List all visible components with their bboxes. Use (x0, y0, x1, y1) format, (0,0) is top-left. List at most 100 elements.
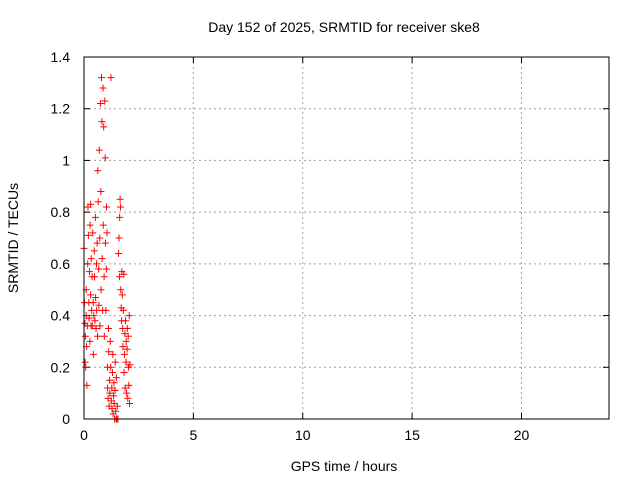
data-point (90, 247, 98, 255)
data-point (85, 268, 93, 276)
data-point (98, 255, 106, 263)
data-point (121, 384, 129, 392)
data-point (97, 187, 105, 195)
data-points (80, 74, 134, 423)
data-point (100, 332, 108, 340)
data-point (94, 198, 102, 206)
data-point (91, 273, 98, 281)
data-point (123, 389, 131, 397)
data-point (120, 270, 128, 278)
data-point (92, 293, 100, 301)
y-tick-label: 0.8 (51, 204, 71, 220)
data-point (108, 405, 116, 413)
data-point (123, 325, 131, 332)
data-point (81, 358, 89, 366)
chart-title: Day 152 of 2025, SRMTID for receiver ske… (208, 19, 480, 35)
data-point (122, 358, 130, 366)
data-point (101, 239, 109, 247)
data-point (99, 84, 107, 92)
data-point (90, 312, 98, 320)
plot-frame (83, 56, 610, 420)
data-point (86, 221, 94, 229)
data-point (117, 286, 125, 294)
data-point (105, 348, 113, 356)
data-point (109, 350, 117, 358)
y-tick-label: 1.4 (51, 49, 71, 65)
data-point (110, 392, 118, 400)
data-point (95, 301, 103, 309)
x-tick-label: 5 (189, 427, 197, 443)
x-axis-label: GPS time / hours (291, 458, 398, 474)
data-point (95, 265, 103, 273)
data-point (119, 306, 127, 314)
data-point (113, 402, 121, 410)
data-point (89, 350, 97, 358)
x-tick-label: 15 (404, 427, 420, 443)
y-tick-label: 0 (62, 411, 70, 427)
data-point (124, 332, 132, 340)
data-point (94, 332, 102, 340)
data-point (101, 97, 109, 105)
y-tick-label: 0.4 (51, 308, 71, 324)
data-point (119, 343, 127, 351)
data-point (91, 213, 99, 221)
data-point (102, 306, 110, 314)
x-tick-label: 10 (295, 427, 311, 443)
y-tick-labels: 0 0.2 0.4 0.6 0.8 1 1.2 1.4 (51, 49, 71, 427)
data-point (98, 118, 106, 126)
data-point (89, 229, 97, 237)
data-point (126, 399, 133, 407)
x-tick-labels: 0 5 10 15 20 (80, 427, 529, 443)
data-point (102, 265, 110, 273)
data-point (107, 74, 115, 82)
y-tick-label: 1.2 (51, 101, 71, 117)
data-point (115, 250, 123, 258)
data-point (111, 387, 119, 395)
data-point (87, 291, 95, 299)
data-point (112, 407, 120, 415)
data-point (93, 239, 101, 247)
data-point (108, 368, 116, 376)
data-point (112, 374, 120, 382)
data-point (110, 379, 118, 387)
data-point (123, 345, 131, 353)
data-point (106, 376, 114, 384)
data-point (122, 317, 130, 325)
data-point (84, 260, 92, 268)
data-point (95, 146, 103, 154)
data-point (115, 273, 123, 281)
data-point (87, 200, 95, 208)
data-point (120, 350, 128, 358)
data-point (93, 306, 101, 314)
data-point (117, 203, 125, 211)
y-tick-label: 0.2 (51, 359, 71, 375)
data-point (89, 299, 97, 307)
data-point (92, 260, 100, 268)
data-point (116, 213, 124, 221)
data-point (98, 74, 105, 82)
x-tick-label: 20 (514, 427, 530, 443)
y-tick-label: 0.6 (51, 256, 71, 272)
grid-lines (84, 57, 609, 419)
data-point (101, 154, 109, 162)
data-point (92, 325, 100, 332)
data-point (125, 381, 133, 389)
data-point (125, 312, 133, 320)
data-point (100, 273, 108, 281)
y-tick-label: 1 (62, 152, 70, 168)
data-point (120, 368, 128, 376)
data-point (116, 195, 124, 203)
data-point (118, 291, 126, 299)
x-tick-label: 0 (80, 427, 88, 443)
data-point (99, 221, 107, 229)
data-point (103, 229, 111, 237)
data-point (88, 322, 96, 330)
data-point (85, 314, 93, 322)
data-point (82, 363, 90, 371)
data-point (107, 363, 115, 371)
data-point (106, 337, 114, 345)
data-point (122, 337, 130, 345)
data-point (94, 167, 102, 175)
